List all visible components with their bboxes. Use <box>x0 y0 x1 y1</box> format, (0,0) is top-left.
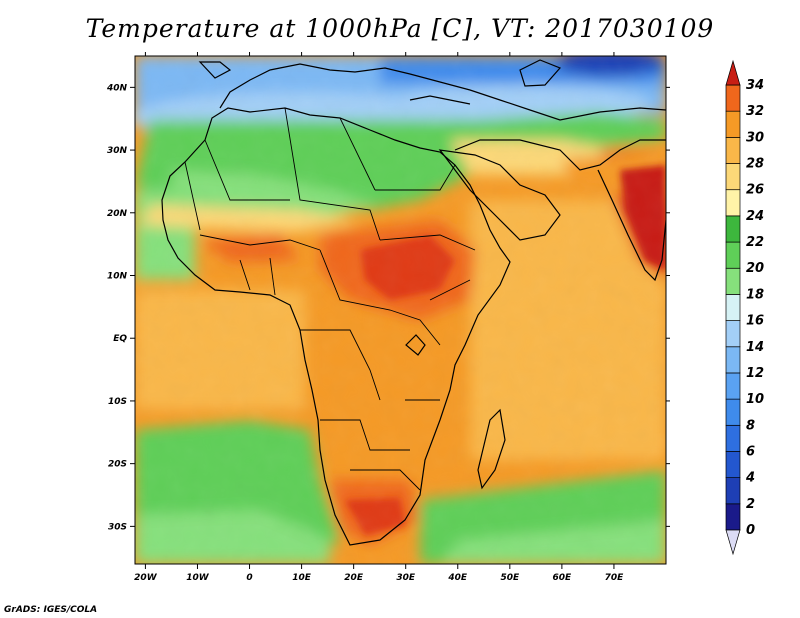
map-title: Temperature at 1000hPa [C], VT: 20170301… <box>85 14 715 43</box>
lon-tick-label: 0 <box>246 573 252 583</box>
colorbar-label: 26 <box>746 183 764 198</box>
lat-tick-label: 10N <box>107 272 128 282</box>
lon-tick-label: 70E <box>605 573 625 583</box>
lat-tick-label: 30S <box>108 522 127 532</box>
colorbar-over-arrow <box>725 59 741 86</box>
colorbar-label: 34 <box>746 78 764 93</box>
colorbar-label: 10 <box>746 392 764 407</box>
colorbar-segment <box>725 372 741 400</box>
plot-frame <box>134 55 667 565</box>
lat-tick-label: 10S <box>108 397 127 407</box>
colorbar-segment <box>725 424 741 452</box>
lon-tick-label: 50E <box>500 573 520 583</box>
colorbar-label: 4 <box>745 471 755 486</box>
lon-tick-label: 20W <box>134 573 158 583</box>
colorbar-label: 22 <box>746 235 764 250</box>
colorbar-segment <box>725 451 741 478</box>
lat-tick-label: 20N <box>107 209 128 219</box>
temperature-field <box>135 56 666 564</box>
lat-tick-label: 20S <box>108 460 127 470</box>
colorbar-segment <box>725 398 741 426</box>
colorbar-label: 24 <box>746 209 764 224</box>
colorbar-label: 14 <box>746 340 764 355</box>
colorbar-segment <box>725 241 741 269</box>
lon-tick-label: 60E <box>553 573 573 583</box>
colorbar-segment <box>725 477 741 505</box>
colorbar-label: 16 <box>746 314 764 329</box>
lat-tick-label: 30N <box>107 146 128 156</box>
colorbar-segment <box>725 320 741 348</box>
lat-tick-label: EQ <box>113 334 127 344</box>
colorbar-label: 30 <box>746 130 764 145</box>
lon-tick-label: 10W <box>186 573 210 583</box>
colorbar-label: 20 <box>746 261 764 276</box>
lon-tick-label: 30E <box>396 573 416 583</box>
colorbar-label: 32 <box>746 104 764 119</box>
colorbar-segment <box>725 294 741 321</box>
colorbar-label: 0 <box>746 523 755 538</box>
country-borders <box>184 107 476 491</box>
lon-tick-label: 40E <box>447 573 468 583</box>
axis-ticks: 20W 10W 0 10E 20E 30E 40E 50E 60E 70E 40N 30N 20N 10N… <box>106 52 670 583</box>
colorbar-segment <box>725 110 741 138</box>
colorbar-label: 12 <box>746 366 764 381</box>
colorbar-label: 18 <box>746 287 764 302</box>
colorbar-segment <box>725 503 741 531</box>
colorbar-label: 6 <box>746 444 755 459</box>
colorbar-segment <box>725 189 741 217</box>
colorbar-label: 2 <box>746 497 755 512</box>
colorbar-segment <box>725 215 741 243</box>
colorbar-segment <box>725 84 741 112</box>
colorbar-segment <box>725 137 741 164</box>
colorbar-label: 28 <box>746 157 764 172</box>
colorbar-under-arrow <box>725 529 741 556</box>
lat-tick-label: 40N <box>106 83 128 93</box>
colorbar-segment <box>725 163 741 191</box>
lon-tick-label: 10E <box>292 573 312 583</box>
lon-tick-label: 20E <box>344 573 364 583</box>
colorbar-label: 8 <box>746 418 755 433</box>
colorbar-segment <box>725 346 741 374</box>
footer-credit: GrADS: IGES/COLA <box>4 605 98 615</box>
colorbar-segment <box>725 267 741 295</box>
coastlines <box>161 59 666 546</box>
